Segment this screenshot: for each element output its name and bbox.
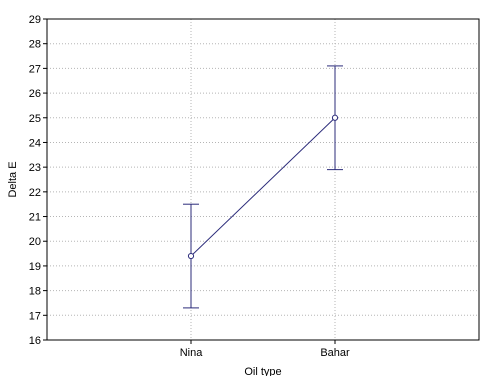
y-tick-label: 18: [29, 286, 41, 298]
y-tick-label: 28: [29, 39, 41, 51]
y-tick-label: 21: [29, 212, 41, 224]
y-tick-label: 26: [29, 88, 41, 100]
data-point: [187, 252, 195, 260]
x-axis-ticks: Nina Bahar: [180, 340, 350, 359]
y-tick-label: 25: [29, 113, 41, 125]
y-tick-label: 22: [29, 187, 41, 199]
y-tick-label: 29: [29, 14, 41, 26]
grid: [47, 19, 479, 340]
y-tick-label: 19: [29, 261, 41, 273]
y-tick-label: 16: [29, 335, 41, 347]
y-tick-label: 20: [29, 236, 41, 248]
y-axis-ticks: 16 17 18 19 20 21 22 23 24 25 26 27 28 29: [29, 14, 47, 347]
x-axis-title: Oil type: [244, 366, 281, 376]
x-tick-label: Nina: [180, 347, 204, 359]
y-tick-label: 24: [29, 137, 41, 149]
y-axis-title: Delta E: [7, 161, 19, 197]
plot-frame: [46, 18, 480, 341]
y-tick-label: 17: [29, 310, 41, 322]
series-line: [190, 117, 336, 257]
series-group: [183, 65, 343, 309]
y-tick-label: 27: [29, 63, 41, 75]
data-point: [331, 114, 339, 121]
y-tick-label: 23: [29, 162, 41, 174]
x-tick-label: Bahar: [320, 347, 350, 359]
